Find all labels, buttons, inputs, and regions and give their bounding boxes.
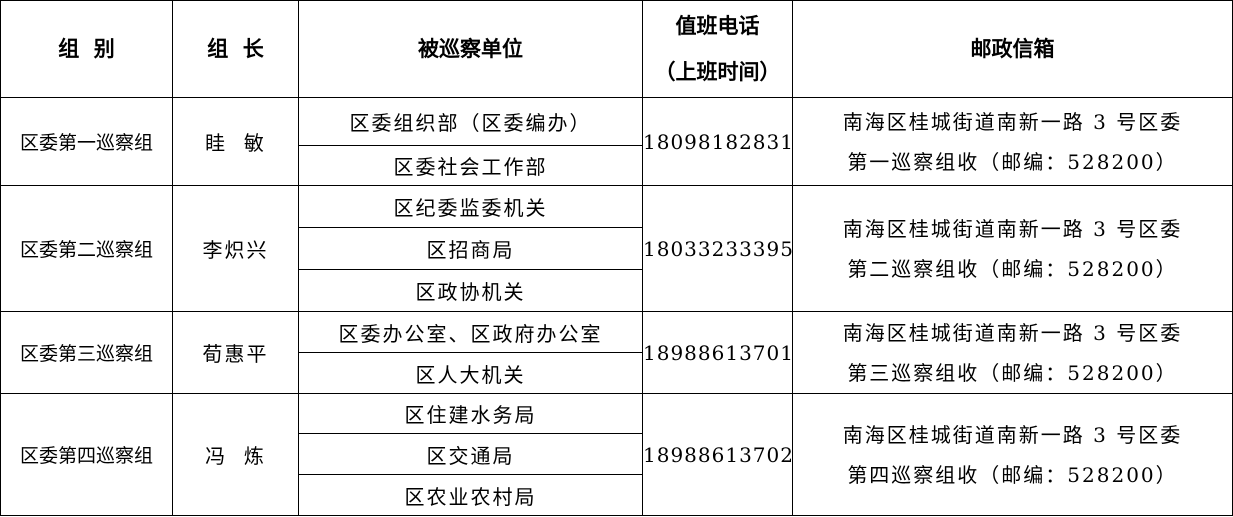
group-leader: 荀惠平 xyxy=(172,311,299,394)
inspected-unit: 区政协机关 xyxy=(298,269,643,312)
hotline-phone: 18988613701 xyxy=(642,311,793,394)
table-row: 区委第二巡察组 李炽兴 区纪委监委机关 18033233395 南海区桂城街道南… xyxy=(0,185,1233,312)
table-row: 区委第一巡察组 眭 敏 区委组织部（区委编办） 18098182831 南海区桂… xyxy=(0,97,1233,186)
header-group: 组 别 xyxy=(0,0,173,98)
table-row: 区委社会工作部 xyxy=(1,145,1233,186)
mailing-address: 南海区桂城街道南新一路 3 号区委 第三巡察组收（邮编：528200） xyxy=(792,311,1233,394)
hotline-phone: 18033233395 xyxy=(642,185,793,312)
group-leader: 李炽兴 xyxy=(172,185,299,312)
group-leader: 眭 敏 xyxy=(172,97,299,186)
group-leader: 冯 炼 xyxy=(172,393,299,516)
header-row: 组 别 组 长 被巡察单位 值班电话 （上班时间） 邮政信箱 xyxy=(0,0,1233,98)
group-name: 区委第四巡察组 xyxy=(0,393,173,516)
table-row: 区政协机关 xyxy=(1,269,1233,312)
inspected-unit: 区委社会工作部 xyxy=(298,145,643,186)
group-name: 区委第一巡察组 xyxy=(0,97,173,186)
header-phone: 值班电话 （上班时间） xyxy=(642,0,793,98)
inspected-unit: 区招商局 xyxy=(298,227,643,270)
inspected-unit: 区农业农村局 xyxy=(298,474,643,516)
header-mailbox: 邮政信箱 xyxy=(792,0,1233,98)
inspected-unit: 区委组织部（区委编办） xyxy=(298,97,643,146)
inspected-unit: 区纪委监委机关 xyxy=(298,185,643,228)
hotline-phone: 18988613702 xyxy=(642,393,793,516)
inspected-unit: 区委办公室、区政府办公室 xyxy=(298,311,643,353)
header-leader: 组 长 xyxy=(172,0,299,98)
mailing-address: 南海区桂城街道南新一路 3 号区委 第一巡察组收（邮编：528200） xyxy=(792,97,1233,186)
table-row: 区委第三巡察组 荀惠平 区委办公室、区政府办公室 18988613701 南海区… xyxy=(0,311,1233,394)
table-row: 区招商局 xyxy=(1,227,1233,270)
group-name: 区委第二巡察组 xyxy=(0,185,173,312)
group-name: 区委第三巡察组 xyxy=(0,311,173,394)
header-phone-line1: 值班电话 xyxy=(675,14,760,38)
mailing-address: 南海区桂城街道南新一路 3 号区委 第二巡察组收（邮编：528200） xyxy=(792,185,1233,312)
inspected-unit: 区住建水务局 xyxy=(298,393,643,434)
header-phone-line2: （上班时间） xyxy=(654,60,781,84)
table-row: 区委第四巡察组 冯 炼 区住建水务局 18988613702 南海区桂城街道南新… xyxy=(0,393,1233,516)
mailing-address: 南海区桂城街道南新一路 3 号区委 第四巡察组收（邮编：528200） xyxy=(792,393,1233,516)
header-units: 被巡察单位 xyxy=(298,0,643,98)
table-row: 区农业农村局 xyxy=(1,474,1233,516)
inspected-unit: 区交通局 xyxy=(298,433,643,475)
hotline-phone: 18098182831 xyxy=(642,97,793,186)
inspected-unit: 区人大机关 xyxy=(298,352,643,394)
